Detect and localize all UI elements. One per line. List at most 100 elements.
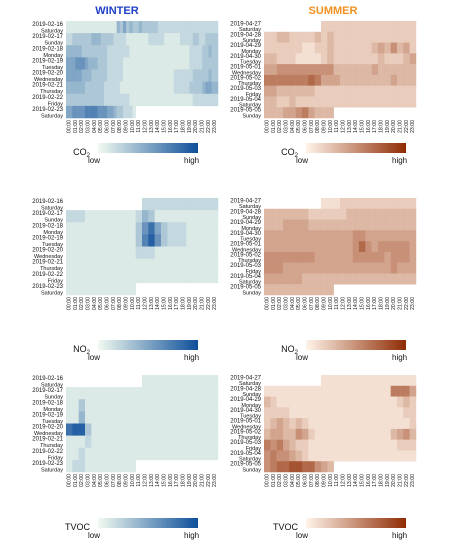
heatmap-cell	[292, 230, 296, 242]
heatmap-cell	[270, 64, 274, 76]
heatmap-cell	[283, 74, 287, 86]
heatmap-cell	[192, 411, 197, 424]
heatmap-cell	[104, 246, 108, 259]
summer-tvoc-heatmap: 2019-04-27Saturday2019-04-28Sunday2019-0…	[230, 375, 417, 487]
heatmap-cell	[346, 42, 350, 54]
heatmap-cell	[100, 282, 105, 296]
heatmap-cell	[138, 21, 143, 34]
heatmap-cell	[91, 246, 95, 259]
heatmap-cell	[302, 230, 306, 242]
heatmap-cell	[330, 262, 334, 274]
heatmap-cell	[327, 241, 331, 253]
heatmap-cell	[142, 210, 146, 223]
heatmap-cell	[279, 385, 284, 397]
heatmap-cell	[267, 230, 271, 242]
heatmap-cell	[381, 385, 385, 397]
heatmap-cell	[381, 219, 385, 231]
heatmap-cell	[116, 447, 121, 461]
row-day-label: Tuesday	[240, 237, 261, 243]
heatmap-cell	[397, 208, 401, 220]
heatmap-cell	[189, 21, 193, 34]
heatmap-cell	[298, 241, 303, 253]
heatmap-cell	[205, 57, 209, 70]
heatmap-cell	[276, 385, 281, 397]
heatmap-cell	[371, 450, 376, 462]
heatmap-cell	[289, 53, 293, 65]
heatmap-cell	[164, 234, 168, 247]
heatmap-cell	[305, 396, 309, 408]
heatmap-cell	[148, 447, 152, 461]
heatmap-cell	[205, 375, 209, 388]
heatmap-cell	[403, 407, 407, 419]
heatmap-cell	[400, 208, 404, 220]
heatmap-cell	[374, 418, 379, 430]
heatmap-cell	[397, 219, 401, 231]
heatmap-cell	[384, 439, 388, 451]
heatmap-cell	[157, 447, 162, 461]
x-tick-label: 01:00	[73, 474, 79, 487]
heatmap-cell	[138, 93, 143, 107]
heatmap-cell	[151, 423, 155, 436]
heatmap-cell	[393, 96, 398, 108]
heatmap-cell	[208, 387, 212, 400]
heatmap-cell	[393, 262, 398, 274]
heatmap-cell	[340, 64, 344, 76]
heatmap-cell	[119, 270, 124, 284]
x-tick-label: 10:00	[130, 120, 136, 133]
heatmap-cell	[378, 198, 382, 210]
x-tick-label: 22:00	[206, 120, 212, 133]
heatmap-cell	[346, 21, 350, 33]
heatmap-cell	[279, 273, 284, 285]
heatmap-cell	[289, 64, 293, 76]
heatmap-cell	[352, 219, 357, 231]
x-tick-label: 10:00	[130, 474, 136, 487]
heatmap-cell	[72, 69, 76, 82]
heatmap-cell	[211, 258, 216, 272]
x-tick-label: 19:00	[187, 120, 193, 133]
row-date-label: 2019-02-21	[32, 83, 63, 89]
heatmap-cell	[330, 284, 334, 296]
heatmap-cell	[94, 387, 98, 400]
heatmap-cell	[292, 407, 296, 419]
heatmap-cell	[110, 258, 114, 272]
x-tick-label: 04:00	[92, 120, 98, 133]
heatmap-cell	[298, 428, 303, 440]
row-date-label: 2019-04-28	[230, 209, 261, 215]
heatmap-cell	[359, 418, 363, 430]
heatmap-cell	[317, 450, 322, 462]
heatmap-cell	[273, 53, 277, 65]
heatmap-cell	[270, 396, 274, 408]
heatmap-cell	[85, 45, 89, 58]
heatmap-cell	[97, 21, 102, 34]
heatmap-cell	[289, 396, 293, 408]
heatmap-cell	[343, 418, 347, 430]
heatmap-cell	[104, 45, 108, 58]
winter-co2-heatmap: 2019-02-16Saturday2019-02-17Sunday2019-0…	[32, 21, 219, 133]
heatmap-cell	[214, 246, 219, 259]
heatmap-cell	[365, 273, 369, 285]
heatmap-cell	[189, 447, 193, 461]
heatmap-cell	[183, 234, 187, 247]
heatmap-cell	[119, 21, 124, 34]
heatmap-cell	[208, 81, 212, 95]
heatmap-cell	[100, 81, 105, 95]
heatmap-cell	[283, 219, 287, 231]
heatmap-cell	[374, 85, 379, 97]
heatmap-cell	[359, 219, 363, 231]
row-date-label: 2019-02-18	[32, 46, 63, 52]
row-day-label: Friday	[48, 455, 64, 461]
heatmap-cell	[176, 93, 181, 107]
x-tick-label: 00:00	[265, 474, 271, 487]
heatmap-cell	[336, 418, 341, 430]
heatmap-cell	[412, 251, 417, 263]
heatmap-cell	[403, 64, 407, 76]
heatmap-cell	[324, 396, 328, 408]
heatmap-cell	[195, 423, 200, 436]
heatmap-cell	[276, 284, 281, 296]
summer-no2-heatmap: 2019-04-27Saturday2019-04-28Sunday2019-0…	[230, 198, 417, 310]
heatmap-cell	[343, 251, 347, 263]
heatmap-cell	[195, 57, 200, 70]
heatmap-cell	[270, 42, 274, 54]
x-tick-label: 15:00	[360, 120, 366, 133]
row-date-label: 2019-05-04	[230, 451, 261, 457]
